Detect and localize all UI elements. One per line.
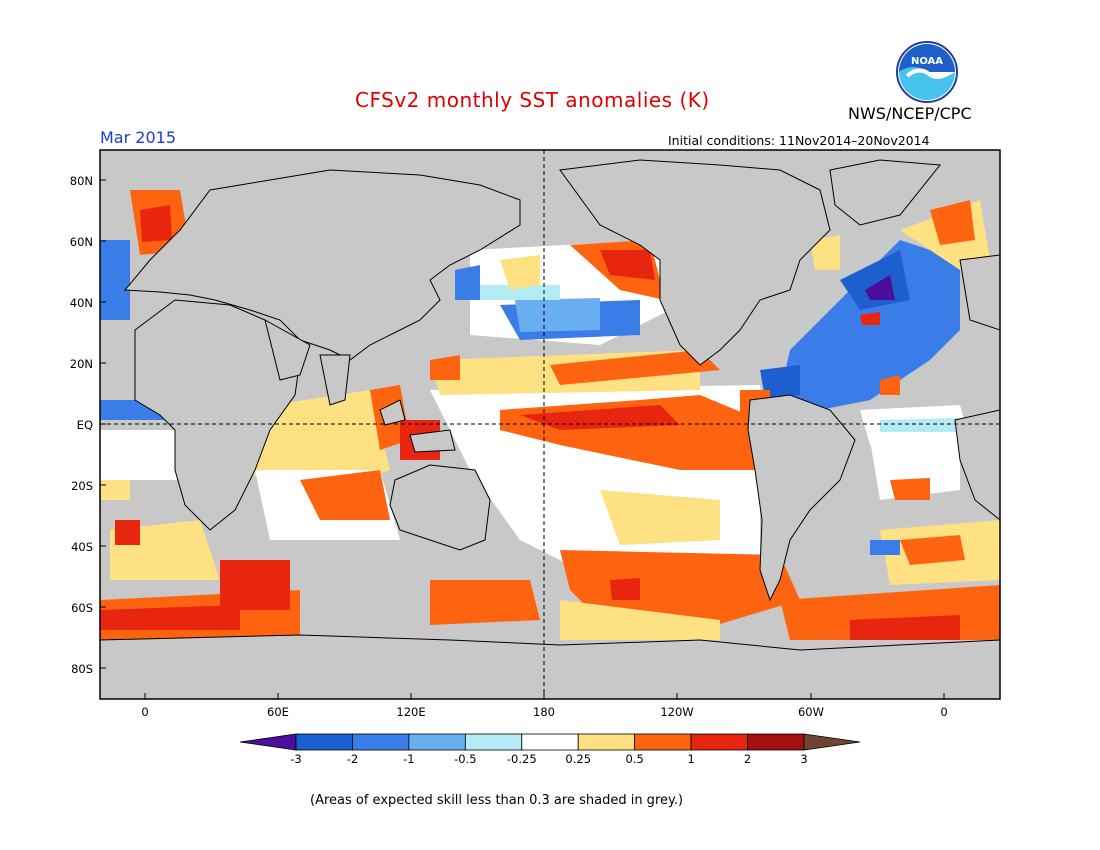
lat-axis: 80N 60N 40N 20N EQ 20S 40S 60S 80S (70, 174, 106, 676)
anomaly-field (100, 190, 1000, 660)
colorbar-swatch (634, 733, 692, 751)
masked-area (100, 150, 1000, 699)
colorbar-label: -0.5 (454, 752, 476, 766)
colorbar-swatch (295, 733, 353, 751)
lon-axis: 0 60E 120E 180 120W 60W 0 (141, 693, 948, 719)
lon-label: 180 (533, 705, 555, 719)
lat-label: 80S (71, 662, 93, 676)
colorbar-swatch (464, 733, 523, 751)
colorbar-swatch (239, 733, 297, 751)
lon-label: 0 (141, 705, 148, 719)
colorbar-label: 0.5 (626, 752, 644, 766)
forecast-month-label: Mar 2015 (100, 128, 176, 147)
noaa-logo-text: NOAA (911, 56, 943, 67)
colorbar-swatch (408, 733, 466, 751)
coastlines (100, 159, 1000, 699)
lat-label: 60S (71, 601, 93, 615)
colorbar-label: 1 (687, 752, 694, 766)
colorbar-swatch (577, 733, 636, 751)
colorbar: -3 -2 -1 -0.5 -0.25 0.25 0.5 1 2 3 (239, 733, 861, 766)
lat-label: 20S (71, 479, 93, 493)
map-frame (99, 149, 1001, 700)
lat-label: 40S (71, 540, 93, 554)
lon-label: 120W (660, 705, 693, 719)
footnote: (Areas of expected skill less than 0.3 a… (310, 793, 684, 808)
noaa-logo-icon: NOAA (896, 41, 958, 103)
lat-label: 60N (70, 235, 93, 249)
colorbar-label: -0.25 (507, 752, 537, 766)
lat-label: 20N (70, 357, 93, 371)
lat-label: EQ (77, 418, 93, 432)
colorbar-label: -3 (290, 752, 301, 766)
colorbar-swatch (352, 733, 410, 751)
map-title: CFSv2 monthly SST anomalies (K) (355, 88, 710, 112)
lon-label: 0 (940, 705, 947, 719)
lat-label: 80N (70, 174, 93, 188)
colorbar-swatch (747, 733, 805, 751)
lat-label: 40N (70, 296, 93, 310)
colorbar-swatch (803, 733, 861, 751)
initial-conditions-label: Initial conditions: 11Nov2014–20Nov2014 (668, 133, 930, 148)
lon-label: 120E (396, 705, 425, 719)
colorbar-swatch (690, 733, 748, 751)
colorbar-label: 0.25 (565, 752, 591, 766)
colorbar-swatch (521, 733, 579, 751)
agency-label: NWS/NCEP/CPC (848, 104, 972, 123)
colorbar-label: 3 (800, 752, 807, 766)
lon-label: 60E (267, 705, 289, 719)
colorbar-label: 2 (744, 752, 751, 766)
colorbar-label: -1 (403, 752, 414, 766)
colorbar-label: -2 (347, 752, 358, 766)
lon-label: 60W (798, 705, 824, 719)
